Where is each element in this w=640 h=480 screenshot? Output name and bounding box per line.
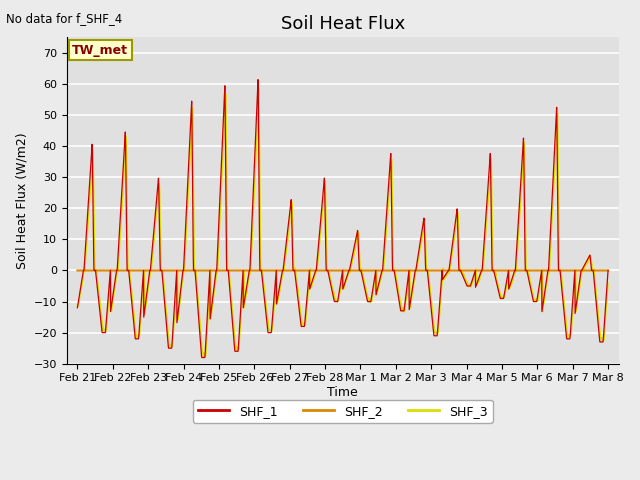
Line: SHF_1: SHF_1 (77, 80, 608, 358)
SHF_1 (74, 305, 81, 311)
SHF_3 (255, 85, 263, 91)
SHF_1 (127, 285, 134, 291)
SHF_3 (503, 284, 511, 289)
SHF_3 (597, 336, 605, 342)
SHF_3 (604, 280, 612, 286)
SHF_3 (241, 297, 249, 303)
SHF_2 (127, 267, 134, 273)
SHF_2 (374, 267, 382, 273)
SHF_3 (200, 354, 207, 360)
Text: TW_met: TW_met (72, 44, 128, 57)
SHF_1 (254, 77, 262, 83)
SHF_1 (241, 293, 249, 299)
Title: Soil Heat Flux: Soil Heat Flux (280, 15, 405, 33)
Legend: SHF_1, SHF_2, SHF_3: SHF_1, SHF_2, SHF_3 (193, 400, 493, 423)
SHF_2 (596, 267, 604, 273)
SHF_3 (74, 302, 81, 308)
SHF_2 (532, 267, 540, 273)
SHF_2 (604, 267, 612, 273)
Line: SHF_3: SHF_3 (77, 88, 608, 357)
SHF_1 (597, 339, 605, 345)
Y-axis label: Soil Heat Flux (W/m2): Soil Heat Flux (W/m2) (15, 132, 28, 269)
SHF_2 (241, 267, 249, 273)
SHF_1 (375, 280, 383, 286)
SHF_1 (532, 299, 540, 304)
SHF_2 (502, 267, 510, 273)
SHF_3 (532, 298, 540, 303)
X-axis label: Time: Time (327, 386, 358, 399)
SHF_3 (127, 276, 134, 282)
SHF_3 (375, 283, 383, 289)
SHF_1 (198, 355, 205, 360)
SHF_1 (604, 267, 612, 273)
SHF_1 (503, 278, 511, 284)
Text: No data for f_SHF_4: No data for f_SHF_4 (6, 12, 123, 25)
SHF_2 (74, 267, 81, 273)
